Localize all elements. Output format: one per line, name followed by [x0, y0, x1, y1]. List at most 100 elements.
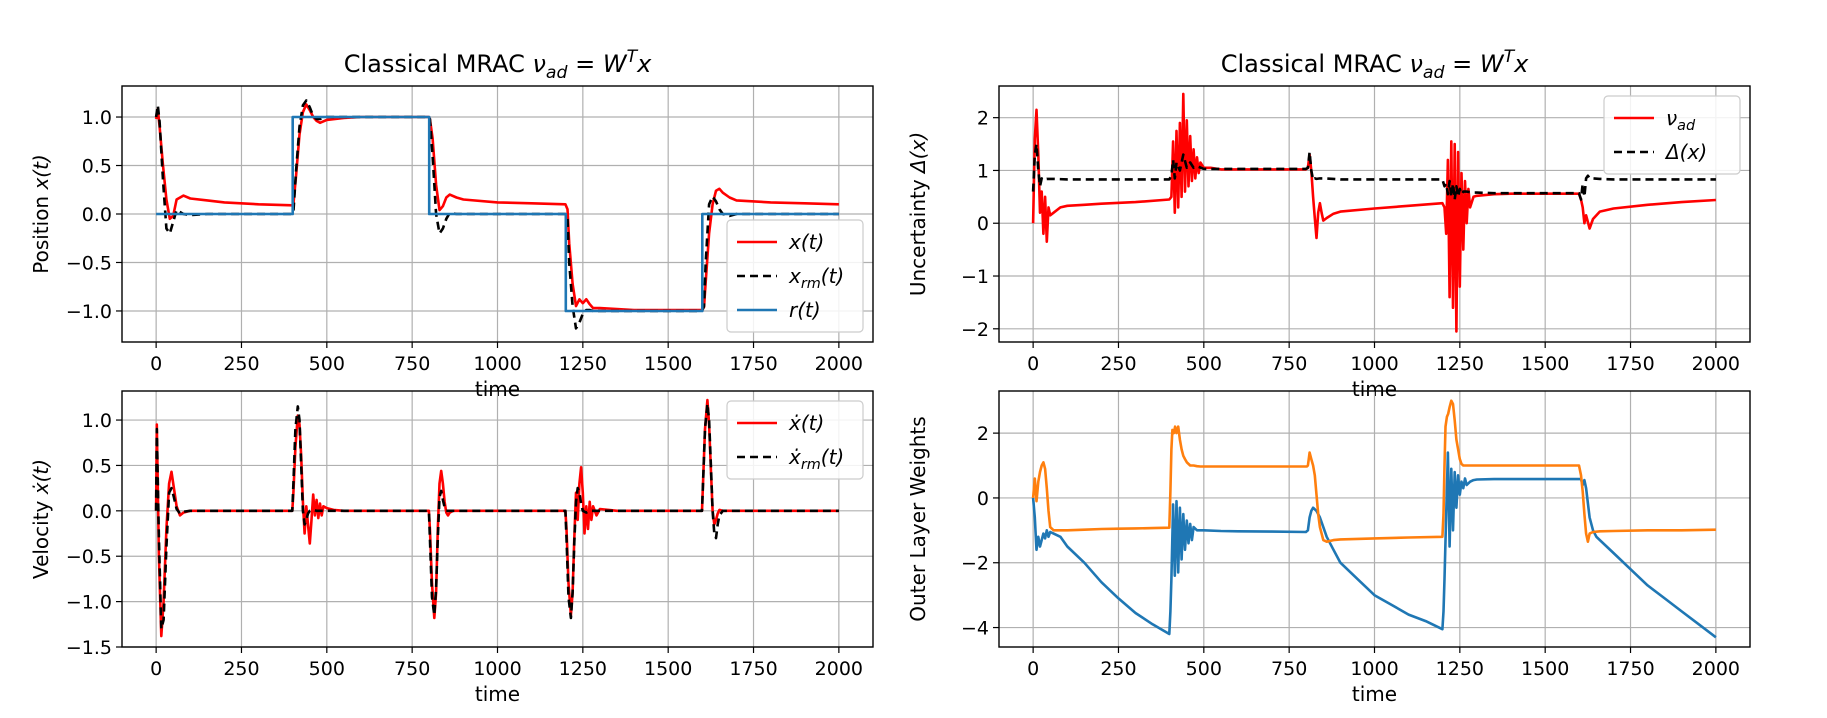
- x-tick-label: 2000: [815, 353, 863, 375]
- x-tick-label: 1000: [473, 658, 521, 680]
- y-tick-label: 1.0: [82, 410, 112, 432]
- legend-entry-label: ẋrm(t): [788, 445, 844, 473]
- x-tick-label: 0: [150, 658, 162, 680]
- series-group: [1031, 92, 1716, 333]
- x-tick-label: 1500: [644, 353, 692, 375]
- uncertainty-chart: 0 250 500 750 1000 1250 1500 1750 2000210−1−2tim…: [906, 47, 1751, 401]
- y-axis-label-math: Δ(x): [906, 132, 930, 175]
- y-tick-label: 0.0: [82, 501, 112, 523]
- x-tick-label: 500: [1186, 658, 1222, 680]
- y-axis-label: Outer Layer Weights: [906, 416, 930, 621]
- velocity-chart: 0 250 500 750 1000 1250 1500 1750 2000 1.0 0.5 0.0 −…: [29, 390, 874, 706]
- y-tick-label: −1.0: [66, 592, 112, 614]
- x-tick-label: 750: [394, 658, 430, 680]
- y-axis-label: Position x(t): [29, 154, 53, 274]
- outer-layer-weights-chart: 0 250 500 750 1000 1250 1500 1750 2000 2 0 −2 −4 time…: [906, 390, 1751, 706]
- y-tick-label: −0.5: [66, 252, 112, 274]
- x-tick-label: 1750: [729, 353, 777, 375]
- grid: [999, 391, 1750, 647]
- y-tick-label: 0.5: [82, 156, 112, 178]
- x-tick-label: 750: [1271, 353, 1307, 375]
- legend-entry-label: r(t): [789, 298, 821, 322]
- series-line-1: [154, 402, 839, 631]
- x-tick-label: 250: [223, 658, 259, 680]
- y-tick-label: −2: [961, 553, 989, 575]
- x-tick-label: 2000: [815, 658, 863, 680]
- x-tick-label: 1750: [1606, 658, 1654, 680]
- legend-entry-label: ẋ(t): [788, 411, 824, 435]
- x-tick-label: 500: [309, 658, 345, 680]
- x-tick-label: 1000: [473, 353, 521, 375]
- y-tick-label: 2: [977, 108, 989, 130]
- y-tick-label: −1.0: [66, 301, 112, 323]
- x-tick-label: 1250: [1436, 353, 1484, 375]
- chart-title: Classical MRAC νad = WTx: [1221, 47, 1529, 83]
- x-tick-label: 500: [1186, 353, 1222, 375]
- position-chart: 0 250 500 750 1000 1250 1500 1750 2000 1.0 0.5 0.0 −…: [29, 47, 874, 401]
- legend: ẋ(t) ẋrm(t): [726, 400, 864, 480]
- y-axis-label-text: Velocity: [29, 494, 53, 579]
- series-group: [154, 398, 839, 638]
- x-tick-label: 1500: [1521, 658, 1569, 680]
- legend-box: [726, 219, 864, 333]
- y-tick-label: 1.0: [82, 107, 112, 129]
- series-line-0: [1031, 92, 1716, 333]
- x-tick-label: 0: [150, 353, 162, 375]
- x-tick-label: 250: [1100, 353, 1136, 375]
- y-tick-label: 0: [977, 488, 989, 510]
- x-axis-label: time: [1352, 682, 1397, 706]
- y-axis-label-text: Position: [29, 190, 53, 274]
- series-line-0: [154, 103, 839, 312]
- y-axis-label-math: ẋ(t): [29, 459, 53, 495]
- legend: νad Δ(x): [1603, 95, 1741, 175]
- legend-entry-label: νad: [1666, 106, 1696, 134]
- series-line-1: [1031, 399, 1716, 544]
- x-tick-label: 1250: [1436, 658, 1484, 680]
- x-axis-label: time: [475, 682, 520, 706]
- y-tick-label: −4: [961, 618, 989, 640]
- legend-box: [726, 400, 864, 480]
- x-tick-label: 1500: [644, 658, 692, 680]
- x-tick-label: 1250: [559, 658, 607, 680]
- series-group: [1031, 399, 1717, 639]
- y-tick-label: 1: [977, 160, 989, 182]
- x-tick-label: 0: [1027, 658, 1039, 680]
- y-axis-label-math: x(t): [29, 154, 53, 190]
- y-tick-label: 0.0: [82, 204, 112, 226]
- legend: x(t) xrm(t) r(t): [726, 219, 864, 333]
- x-tick-label: 0: [1027, 353, 1039, 375]
- x-tick-label: 2000: [1692, 658, 1740, 680]
- y-axis-label-text: Uncertainty: [906, 173, 930, 296]
- y-axis-label: Velocity ẋ(t): [29, 459, 53, 579]
- x-tick-label: 1000: [1350, 658, 1398, 680]
- y-tick-label: 0.5: [82, 455, 112, 477]
- y-tick-label: −1: [961, 266, 989, 288]
- x-tick-label: 1750: [1606, 353, 1654, 375]
- x-tick-label: 1750: [729, 658, 777, 680]
- legend-entry-label: x(t): [788, 230, 824, 254]
- chart-title: Classical MRAC νad = WTx: [344, 47, 652, 83]
- x-tick-label: 250: [1100, 658, 1136, 680]
- y-axis-label-text: Outer Layer Weights: [906, 416, 930, 621]
- legend-entry-label: Δ(x): [1664, 140, 1707, 164]
- legend-box: [1603, 95, 1741, 175]
- y-tick-label: 2: [977, 423, 989, 445]
- x-tick-label: 750: [394, 353, 430, 375]
- x-tick-label: 500: [309, 353, 345, 375]
- series-line-1: [1031, 142, 1716, 201]
- y-tick-label: −1.5: [66, 637, 112, 659]
- x-tick-label: 250: [223, 353, 259, 375]
- x-tick-label: 1500: [1521, 353, 1569, 375]
- x-tick-label: 1000: [1350, 353, 1398, 375]
- series-group: [154, 99, 839, 330]
- legend-entry-label: xrm(t): [788, 264, 844, 292]
- x-tick-label: 2000: [1692, 353, 1740, 375]
- y-axis-label: Uncertainty Δ(x): [906, 132, 930, 296]
- x-tick-label: 750: [1271, 658, 1307, 680]
- x-tick-label: 1250: [559, 353, 607, 375]
- y-tick-label: 0: [977, 213, 989, 235]
- series-line-2: [156, 115, 839, 313]
- y-tick-label: −2: [961, 319, 989, 341]
- y-tick-label: −0.5: [66, 546, 112, 568]
